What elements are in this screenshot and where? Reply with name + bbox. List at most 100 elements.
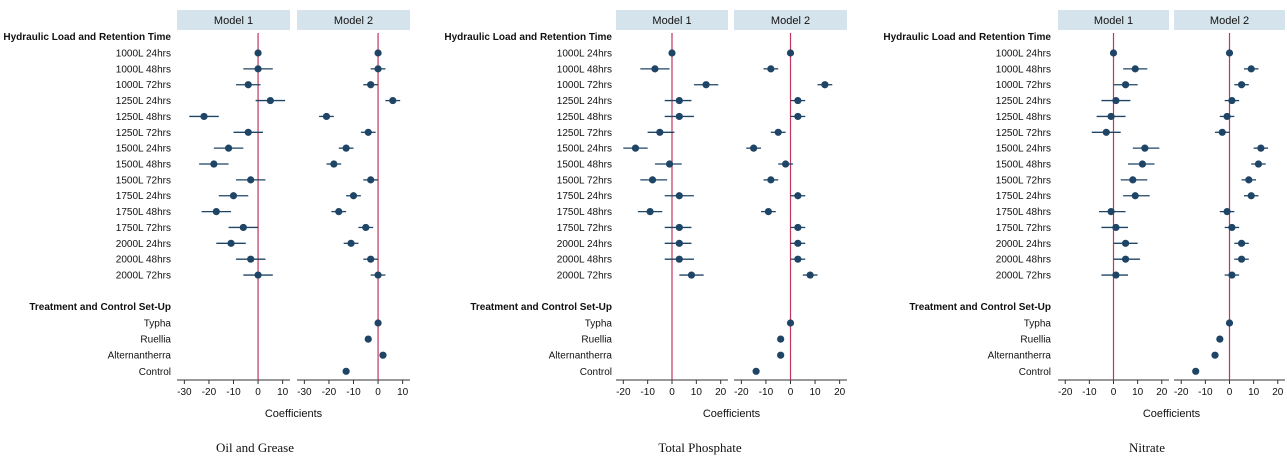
oil-grease-category-label: 1750L 24hrs: [116, 191, 171, 202]
oil-grease-panel-2-x-tick-label: 10: [397, 387, 409, 398]
caption-total-phosphate: Total Phosphate: [658, 440, 742, 455]
nitrate-category-label: 1750L 48hrs: [996, 207, 1051, 218]
nitrate-panel-2-x-tick-label: -10: [1198, 387, 1213, 398]
oil-grease-category-label: 1750L 72hrs: [116, 223, 171, 234]
oil-grease-panel-2-coef-point-load-retention: [374, 49, 382, 57]
oil-grease-category-label: Alternantherra: [108, 351, 172, 362]
nitrate-category-label: 1250L 48hrs: [996, 112, 1051, 123]
oil-grease-panel-1-coef-point-load-retention: [254, 49, 262, 57]
total-phosphate-panel-2-coef-point-load-retention: [794, 96, 802, 105]
oil-grease-panel-1-x-tick-label: -30: [177, 387, 192, 398]
oil-grease-panel-2-coef-point-load-retention: [322, 112, 331, 121]
oil-grease-category-label: 1250L 72hrs: [116, 128, 171, 139]
total-phosphate-category-label: 1000L 48hrs: [557, 64, 612, 75]
oil-grease-category-label: 1750L 48hrs: [116, 207, 171, 218]
nitrate-panel-2-coef-point-treatment: [1216, 335, 1224, 343]
oil-grease-panel-2-coef-point-load-retention: [349, 192, 358, 200]
oil-grease-category-label: 1000L 72hrs: [116, 80, 171, 91]
nitrate-panel-2-coef-point-load-retention: [1228, 223, 1236, 232]
nitrate-panel-2-coef-point-load-retention: [1257, 144, 1265, 152]
total-phosphate-panel-1-coef-point-load-retention: [651, 65, 659, 73]
oil-grease-category-label: 1500L 48hrs: [116, 160, 171, 171]
nitrate-panel-2-coef-point-load-retention: [1228, 96, 1236, 105]
total-phosphate-panel-2-coef-point-load-retention: [794, 223, 802, 232]
total-phosphate-category-label: 1250L 72hrs: [557, 128, 612, 139]
oil-grease-panel-2-coef-point-load-retention: [374, 65, 382, 73]
total-phosphate-panel-2-coef-point-load-retention: [781, 160, 790, 168]
nitrate-panel-1-coef-point-load-retention: [1112, 223, 1120, 232]
nitrate-category-label: 1750L 24hrs: [996, 191, 1051, 202]
nitrate-panel-1-header-label: Model 1: [1094, 15, 1133, 27]
total-phosphate-panel-2-coef-point-load-retention: [794, 192, 802, 200]
nitrate-category-label: Typha: [1024, 319, 1052, 330]
oil-grease-panel-1-coef-point-load-retention: [244, 81, 252, 89]
oil-grease-panel-2-x-tick-label: 0: [375, 387, 381, 398]
nitrate-panel-1-header: [1058, 10, 1169, 30]
total-phosphate-category-label: 1250L 24hrs: [557, 96, 612, 107]
nitrate-category-label: 1250L 24hrs: [996, 96, 1051, 107]
nitrate-panel-2-x-tick-label: 0: [1227, 387, 1233, 398]
total-phosphate-panel-2-coef-point-load-retention: [821, 81, 829, 89]
total-phosphate-category-label: Typha: [585, 319, 613, 330]
oil-grease-panel-1-coef-point-load-retention: [247, 255, 255, 263]
nitrate-panel-2-coef-point-treatment: [1211, 351, 1219, 359]
oil-grease-panel-2-coef-point-load-retention: [367, 255, 375, 263]
oil-grease-category-label: Ruellia: [140, 335, 171, 346]
total-phosphate-panel-1-coef-point-load-retention: [675, 255, 683, 263]
oil-grease-panel-2-coef-point-treatment: [342, 367, 350, 375]
total-phosphate-category-label: 1750L 48hrs: [557, 207, 612, 218]
nitrate-panel-2-coef-point-load-retention: [1225, 49, 1234, 57]
nitrate-panel-1-coef-point-load-retention: [1107, 112, 1115, 121]
nitrate-category-label: 1500L 24hrs: [996, 144, 1051, 155]
total-phosphate-category-label: Alternantherra: [549, 351, 613, 362]
oil-grease-panel-2-coef-point-treatment: [374, 319, 382, 327]
oil-grease-category-label: 1250L 48hrs: [116, 112, 171, 123]
total-phosphate-panel-2-coef-point-treatment: [777, 351, 785, 359]
nitrate-category-label: 1500L 48hrs: [996, 160, 1051, 171]
oil-grease-panel-1-coef-point-load-retention: [224, 144, 233, 152]
oil-grease-panel-2-coef-point-load-retention: [367, 81, 375, 89]
total-phosphate-category-label: Ruellia: [581, 335, 612, 346]
oil-grease-panel-1-coef-point-load-retention: [254, 65, 262, 73]
total-phosphate-panel-2-coef-point-load-retention: [806, 271, 814, 279]
total-phosphate-panel-1-coef-point-load-retention: [656, 128, 664, 136]
total-phosphate-panel-1-coef-point-load-retention: [675, 223, 683, 232]
total-phosphate-panel-2-coef-point-load-retention: [764, 208, 772, 216]
nitrate-panel-1-x-tick-label: -10: [1082, 387, 1097, 398]
total-phosphate-panel-1-coef-point-load-retention: [675, 96, 683, 105]
nitrate-panel-2-coef-point-load-retention: [1254, 160, 1263, 168]
nitrate-panel-1-coef-point-load-retention: [1107, 208, 1115, 216]
total-phosphate-panel-1-coef-point-load-retention: [668, 49, 676, 57]
nitrate-panel-2-coef-point-treatment: [1192, 367, 1200, 375]
total-phosphate-panel-2-coef-point-load-retention: [786, 49, 795, 57]
oil-grease-panel-1-coef-point-load-retention: [244, 128, 252, 136]
oil-grease-panel-1-coef-point-load-retention: [210, 160, 218, 168]
oil-grease-panel-1-coef-point-load-retention: [254, 271, 262, 279]
total-phosphate-panel-1-header-label: Model 1: [652, 15, 691, 27]
total-phosphate-panel-1-coef-point-load-retention: [648, 176, 657, 184]
total-phosphate-panel-1-coef-point-load-retention: [665, 160, 674, 168]
nitrate-panel-2-x-tick-label: 20: [1272, 387, 1284, 398]
nitrate-category-label: Alternantherra: [988, 351, 1052, 362]
total-phosphate-panel-1-coef-point-load-retention: [675, 239, 683, 247]
nitrate-category-label: 2000L 24hrs: [996, 239, 1051, 250]
nitrate-panel-1-coef-point-load-retention: [1102, 128, 1110, 136]
oil-grease-category-label: 2000L 24hrs: [116, 239, 171, 250]
nitrate-x-axis-title: Coefficients: [1143, 408, 1201, 420]
oil-grease-panel-2-x-tick-label: -30: [297, 387, 312, 398]
nitrate-panel-1-coef-point-load-retention: [1121, 239, 1130, 247]
nitrate-panel-2-coef-point-treatment: [1225, 319, 1234, 327]
total-phosphate-panel-1-x-tick-label: 20: [715, 387, 727, 398]
total-phosphate-panel-1-x-tick-label: 10: [691, 387, 703, 398]
oil-grease-panel-1-coef-point-load-retention: [239, 223, 247, 232]
oil-grease-category-label: 2000L 72hrs: [116, 271, 171, 282]
oil-grease-panel-2-coef-point-load-retention: [389, 96, 397, 105]
oil-grease-panel-2-coef-point-load-retention: [374, 271, 382, 279]
nitrate-panel-1-x-tick-label: 10: [1132, 387, 1144, 398]
oil-grease-panel-1-coef-point-load-retention: [229, 192, 238, 200]
nitrate-panel-1-x-tick-label: -20: [1058, 387, 1073, 398]
oil-grease-category-label: Control: [139, 367, 171, 378]
total-phosphate-panel-2-x-tick-label: 20: [834, 387, 846, 398]
total-phosphate-panel-2-header: [734, 10, 847, 30]
oil-grease-panel-1-coef-point-load-retention: [247, 176, 255, 184]
